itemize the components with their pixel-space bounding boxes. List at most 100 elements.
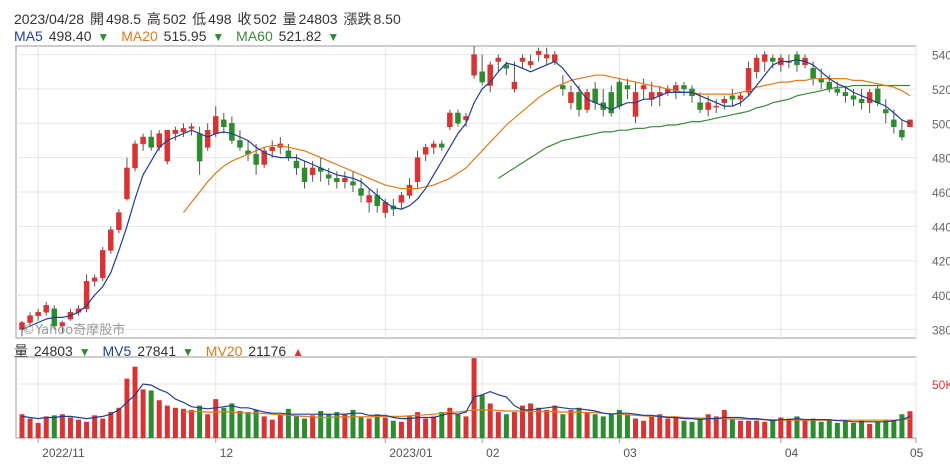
volume-bar bbox=[310, 415, 316, 438]
x-tick-label: 05 bbox=[910, 446, 924, 460]
volume-bar bbox=[479, 394, 485, 438]
volume-bar bbox=[511, 412, 517, 438]
candle-body bbox=[681, 85, 687, 90]
candle-body bbox=[810, 68, 816, 79]
mv20-value: 21176 bbox=[248, 343, 287, 359]
price-y-tick-label: 380 bbox=[932, 323, 950, 337]
candle-body bbox=[43, 305, 49, 313]
vol-value: 24803 bbox=[33, 343, 73, 359]
candle-body bbox=[301, 167, 308, 182]
volume-bar bbox=[802, 420, 808, 438]
candle-body bbox=[447, 112, 453, 127]
candle-body bbox=[705, 102, 711, 110]
volume-bar bbox=[495, 412, 501, 438]
volume-bar bbox=[737, 420, 743, 438]
volume-bar bbox=[382, 417, 388, 438]
volume-bar bbox=[342, 414, 348, 438]
price-y-tick-label: 480 bbox=[932, 152, 950, 166]
candle-body bbox=[576, 92, 582, 110]
candle-body bbox=[342, 178, 348, 182]
candle-body bbox=[527, 61, 534, 66]
volume-bar bbox=[536, 407, 542, 438]
volume-bar bbox=[326, 414, 332, 438]
volume-bar bbox=[164, 405, 170, 438]
volume-value: 24803 bbox=[298, 11, 338, 27]
candle-body bbox=[108, 229, 114, 251]
mv5-label: MV5 bbox=[102, 343, 132, 359]
candle-body bbox=[770, 57, 776, 62]
volume-bar bbox=[293, 416, 299, 438]
candle-body bbox=[430, 143, 437, 148]
volume-bar bbox=[124, 378, 130, 438]
volume-bar bbox=[415, 412, 421, 438]
volume-bar bbox=[544, 409, 550, 438]
volume-bar bbox=[657, 414, 663, 438]
volume-bar bbox=[568, 409, 574, 438]
volume-bar bbox=[778, 417, 784, 438]
candle-body bbox=[834, 88, 841, 93]
ma5-value: 498.40 bbox=[48, 28, 92, 44]
x-tick-label: 2023/01 bbox=[389, 446, 433, 460]
volume-bar bbox=[334, 412, 340, 438]
candle-body bbox=[422, 147, 429, 155]
candle-body bbox=[172, 129, 179, 134]
candle-body bbox=[471, 54, 477, 76]
candle-body bbox=[261, 150, 267, 165]
candle-body bbox=[140, 136, 146, 145]
volume-label: 量 bbox=[282, 11, 297, 27]
candle-body bbox=[745, 68, 752, 93]
candle-body bbox=[116, 212, 122, 231]
volume-bar bbox=[794, 416, 800, 438]
volume-bar bbox=[891, 420, 897, 438]
ma60-line bbox=[497, 84, 910, 179]
ohlc-info-line: 2023/04/28 開 498.5 高 502 低 498 收 502 量 24803 … bbox=[14, 9, 403, 29]
candle-body bbox=[874, 88, 881, 103]
ma20-value: 515.95 bbox=[163, 28, 207, 44]
mv5-arrow-icon: ▼ bbox=[182, 345, 194, 359]
volume-bar bbox=[665, 418, 671, 438]
volume-bar bbox=[366, 418, 372, 438]
volume-bar bbox=[84, 421, 90, 438]
price-y-tick-label: 520 bbox=[932, 83, 950, 97]
volume-bar bbox=[810, 418, 816, 438]
candle-body bbox=[326, 174, 332, 179]
volume-bar bbox=[786, 418, 792, 438]
volume-bar bbox=[633, 418, 639, 438]
high-label: 高 bbox=[146, 11, 161, 27]
volume-bar bbox=[27, 418, 33, 438]
volume-bar bbox=[423, 418, 429, 438]
candle-body bbox=[737, 95, 744, 100]
close-value: 502 bbox=[253, 11, 277, 27]
volume-bar bbox=[43, 416, 49, 438]
volume-bar bbox=[850, 422, 856, 438]
candle-body bbox=[608, 92, 615, 114]
volume-bar bbox=[19, 414, 25, 438]
x-tick-label: 04 bbox=[785, 446, 799, 460]
candle-body bbox=[164, 129, 171, 162]
candle-body bbox=[640, 85, 647, 90]
volume-bar bbox=[592, 414, 598, 438]
volume-bar bbox=[350, 409, 356, 438]
volume-bar bbox=[503, 414, 509, 438]
volume-bar bbox=[826, 419, 832, 438]
volume-bar bbox=[269, 419, 275, 438]
volume-bar bbox=[302, 418, 308, 438]
volume-bar bbox=[180, 408, 186, 438]
volume-bar bbox=[406, 416, 412, 438]
volume-bar bbox=[552, 405, 558, 438]
volume-bar bbox=[277, 414, 283, 438]
candle-body bbox=[19, 322, 25, 330]
price-y-tick-label: 400 bbox=[932, 289, 950, 303]
price-y-tick-label: 440 bbox=[932, 220, 950, 234]
candle-body bbox=[358, 188, 364, 196]
candle-body bbox=[535, 50, 542, 55]
volume-bar bbox=[156, 400, 162, 438]
volume-bar bbox=[818, 421, 824, 438]
candle-body bbox=[406, 184, 413, 196]
volume-bar bbox=[398, 421, 404, 438]
candle-body bbox=[495, 57, 502, 62]
volume-bar bbox=[431, 416, 437, 438]
ma60-value: 521.82 bbox=[278, 28, 322, 44]
x-tick-label: 2022/11 bbox=[42, 446, 85, 460]
